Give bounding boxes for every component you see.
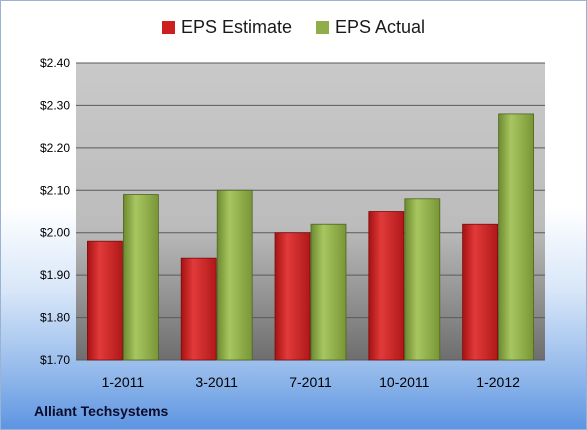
bar-actual-1-2011 bbox=[123, 194, 159, 361]
y-tick-label: $1.90 bbox=[40, 268, 70, 282]
legend-item-actual: EPS Actual bbox=[315, 17, 426, 38]
y-tick-label: $1.70 bbox=[40, 353, 70, 367]
bar-estimate-7-2011 bbox=[274, 232, 311, 361]
y-tick-label: $2.10 bbox=[40, 183, 70, 197]
legend-item-estimate: EPS Estimate bbox=[161, 17, 292, 38]
y-tick-label: $2.40 bbox=[40, 56, 70, 70]
bar-estimate-1-2012 bbox=[462, 223, 499, 361]
bar-actual-10-2011 bbox=[404, 198, 441, 361]
bar-actual-3-2011 bbox=[216, 189, 253, 361]
x-category-label: 7-2011 bbox=[289, 374, 332, 390]
x-category-label: 1-2011 bbox=[102, 374, 145, 390]
legend-swatch-estimate bbox=[161, 21, 175, 34]
legend-label-estimate: EPS Estimate bbox=[180, 17, 292, 37]
x-category-label: 1-2012 bbox=[476, 374, 520, 390]
bar-actual-7-2011 bbox=[310, 223, 347, 361]
y-tick-label: $2.20 bbox=[40, 141, 70, 155]
bar-estimate-3-2011 bbox=[180, 257, 217, 361]
legend-swatch-actual bbox=[315, 21, 329, 34]
legend-label-actual: EPS Actual bbox=[334, 17, 426, 37]
bar-estimate-10-2011 bbox=[368, 211, 405, 361]
chart-legend: EPS Estimate EPS Actual bbox=[1, 17, 586, 38]
x-category-label: 10-2011 bbox=[379, 374, 430, 390]
bar-actual-1-2012 bbox=[498, 113, 535, 361]
bar-estimate-1-2011 bbox=[87, 240, 123, 361]
y-tick-label: $1.80 bbox=[40, 311, 70, 325]
x-category-label: 3-2011 bbox=[195, 374, 238, 390]
company-name: Alliant Techsystems bbox=[34, 403, 169, 419]
y-tick-label: $2.30 bbox=[40, 98, 70, 112]
y-tick-label: $2.00 bbox=[40, 226, 70, 240]
